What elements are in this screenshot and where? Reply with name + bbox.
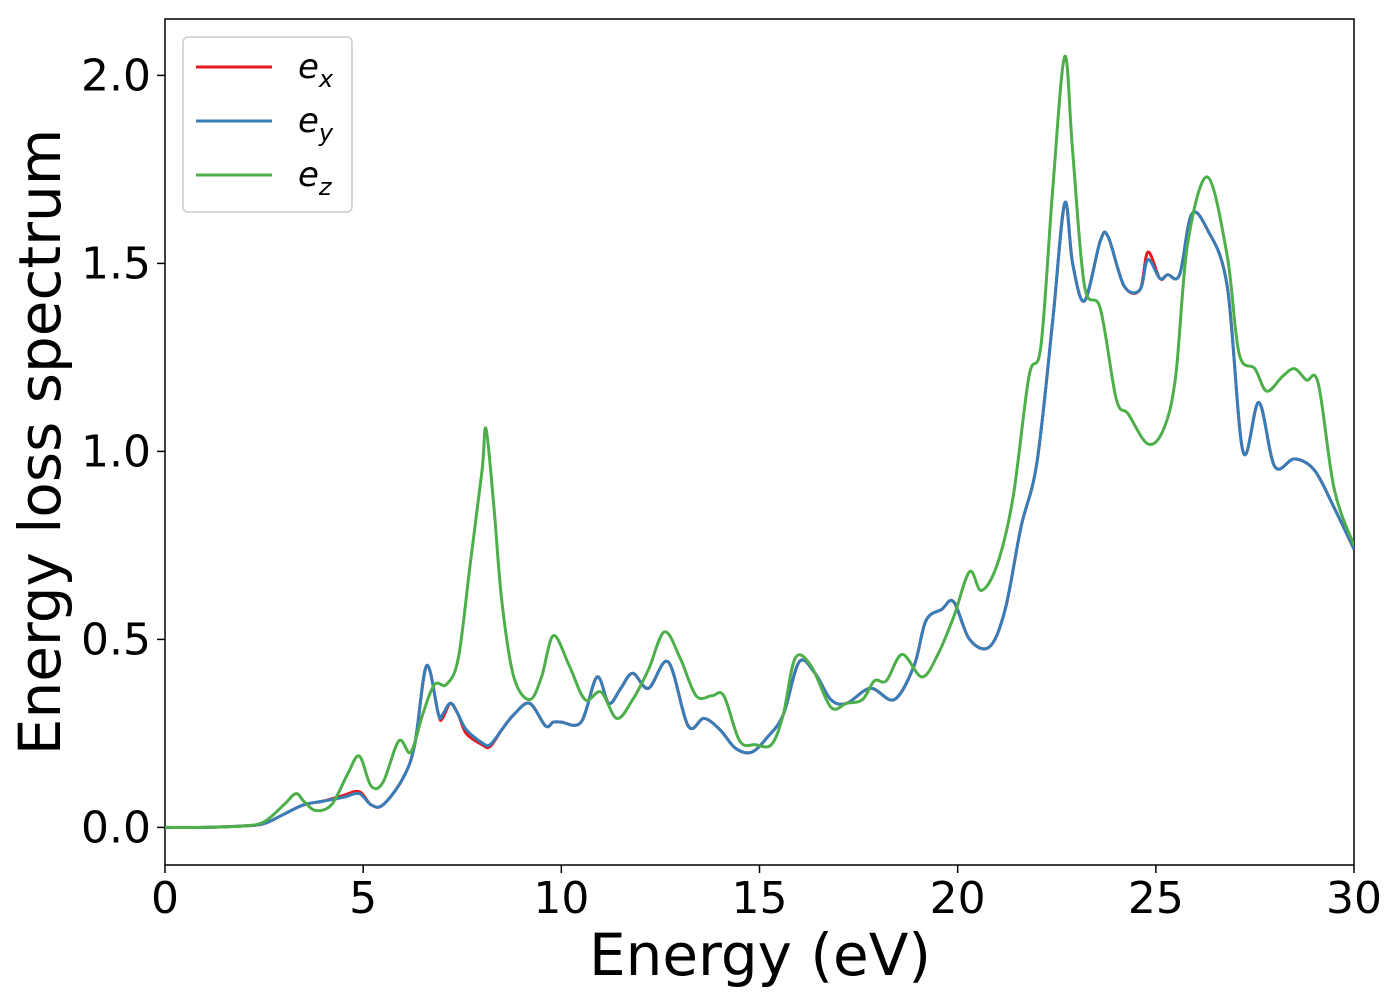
y-tick-label: 2.0 <box>81 50 151 101</box>
x-tick-label: 5 <box>349 873 377 924</box>
x-tick-label: 0 <box>151 873 179 924</box>
y-tick-label: 0.5 <box>81 614 151 665</box>
legend-box <box>182 36 353 213</box>
y-axis-label: Energy loss spectrum <box>6 129 74 755</box>
legend-entry-label: ez <box>298 155 333 201</box>
x-tick-label: 25 <box>1128 873 1184 924</box>
y-tick-label: 0.0 <box>81 802 151 853</box>
x-axis-ticks: 0 5 10 15 20 25 30 <box>151 865 1382 924</box>
series-line-ez <box>165 55 1354 830</box>
legend-entry-label: ey <box>298 101 334 147</box>
x-tick-label: 15 <box>732 873 788 924</box>
legend-entry-label: ex <box>298 47 334 93</box>
x-tick-label: 10 <box>533 873 589 924</box>
series-line-ex <box>165 200 1354 830</box>
x-tick-label: 30 <box>1326 873 1382 924</box>
series-layer <box>165 55 1354 830</box>
series-line-ey <box>165 200 1354 830</box>
legend: ex ey ez <box>182 36 353 213</box>
x-axis-label: Energy (eV) <box>589 921 931 989</box>
y-tick-label: 1.0 <box>81 426 151 477</box>
y-tick-label: 1.5 <box>81 238 151 289</box>
x-tick-label: 20 <box>930 873 986 924</box>
y-axis-ticks: 0.0 0.5 1.0 1.5 2.0 <box>81 50 165 853</box>
